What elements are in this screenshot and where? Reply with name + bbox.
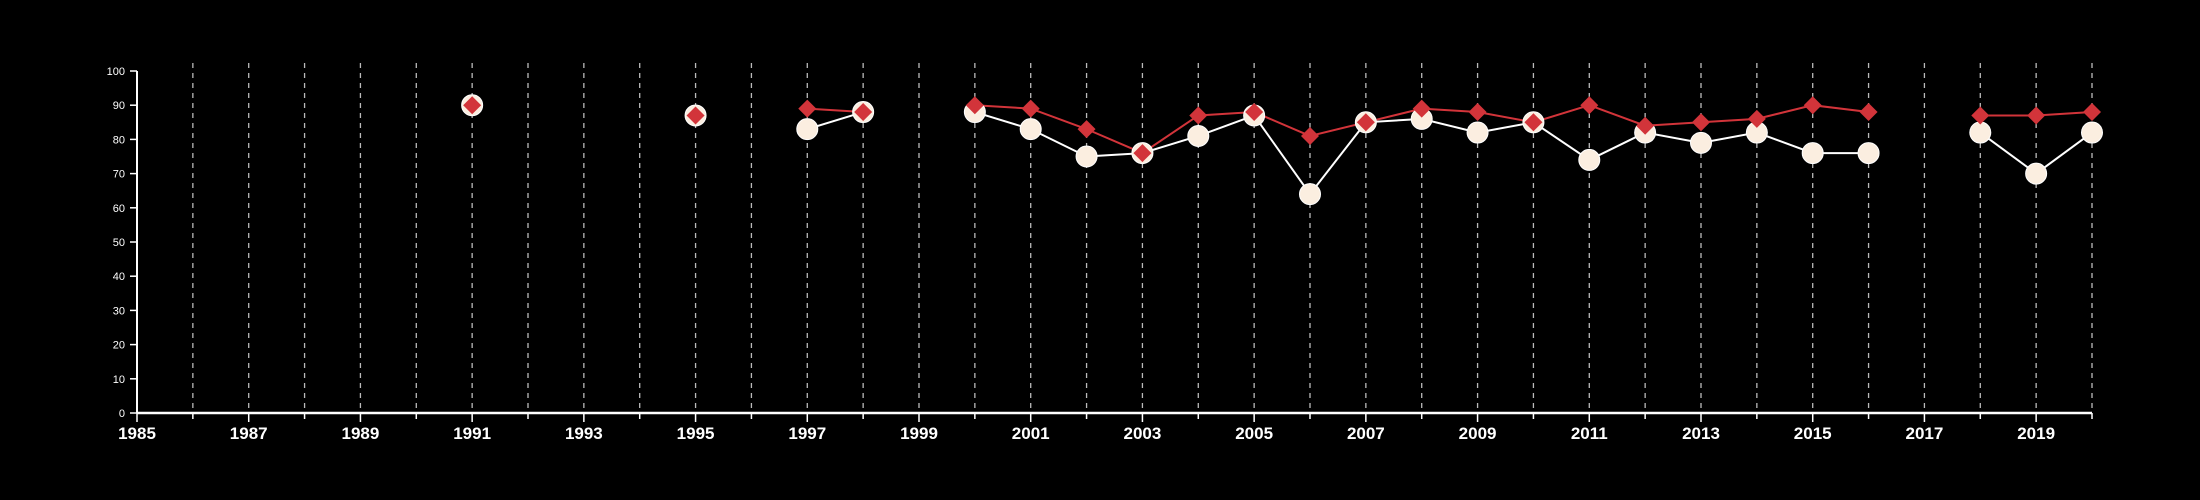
- data-point-diamond: [1803, 96, 1822, 115]
- x-tick-label: 2003: [1124, 424, 1162, 443]
- y-tick-label: 0: [119, 408, 125, 420]
- data-point-diamond: [1747, 109, 1766, 128]
- y-tick-label: 40: [113, 271, 125, 283]
- x-tick-label: 1985: [118, 424, 156, 443]
- x-tick-label: 2001: [1012, 424, 1050, 443]
- data-point-diamond: [463, 96, 482, 115]
- data-point-circle: [796, 118, 819, 141]
- x-tick-label: 1993: [565, 424, 603, 443]
- data-point-diamond: [1468, 103, 1487, 122]
- labels-layer: 0 10 20 30 40 50 60 70 80 90 100 1985 1987 1989 1991 19…: [107, 66, 2055, 443]
- data-point-circle: [1187, 124, 1210, 147]
- x-tick-label: 2007: [1347, 424, 1385, 443]
- data-point-diamond: [1189, 106, 1208, 125]
- data-point-circle: [1019, 118, 1042, 141]
- x-tick-label: 2011: [1571, 424, 1608, 443]
- data-point-circle: [1690, 131, 1712, 154]
- data-point-diamond: [1524, 113, 1543, 132]
- y-tick-label: 50: [113, 237, 125, 249]
- data-point-circle: [1299, 183, 1321, 206]
- data-point-diamond: [686, 106, 705, 125]
- x-tick-label: 1989: [342, 424, 380, 443]
- data-point-diamond: [1077, 120, 1096, 139]
- data-point-diamond: [1412, 99, 1431, 118]
- y-tick-label: 90: [113, 100, 125, 112]
- data-point-diamond: [1692, 113, 1710, 132]
- x-tick-label: 1999: [900, 424, 938, 443]
- y-tick-label: 100: [107, 66, 125, 78]
- data-point-circle: [1578, 148, 1601, 171]
- data-point-circle: [1075, 145, 1098, 168]
- y-tick-label: 30: [113, 305, 125, 317]
- x-tick-label: 1987: [230, 424, 268, 443]
- x-tick-label: 2009: [1459, 424, 1497, 443]
- x-tick-label: 1997: [788, 424, 826, 443]
- x-tick-label: 2019: [2017, 424, 2055, 443]
- data-point-circle: [2025, 162, 2048, 185]
- x-tick-label: 2017: [1906, 424, 1944, 443]
- y-tick-label: 60: [113, 203, 125, 215]
- x-tick-label: 1995: [677, 424, 715, 443]
- data-point-diamond: [1580, 96, 1599, 115]
- data-point-diamond: [798, 99, 817, 118]
- data-point-diamond: [1301, 126, 1319, 145]
- data-point-circle: [1801, 142, 1824, 165]
- data-point-circle: [2081, 121, 2103, 144]
- y-tick-label: 20: [113, 340, 125, 352]
- y-tick-label: 70: [113, 169, 125, 181]
- y-tick-label: 80: [113, 134, 125, 146]
- series-layer: [461, 94, 2103, 206]
- data-point-diamond: [1636, 116, 1655, 135]
- data-point-diamond: [1356, 113, 1375, 132]
- x-tick-label: 2005: [1235, 424, 1273, 443]
- data-point-diamond: [1971, 106, 1990, 125]
- data-point-circle: [1969, 121, 1992, 144]
- data-point-diamond: [854, 103, 873, 122]
- grid-layer: [192, 63, 2093, 413]
- data-point-diamond: [1021, 99, 1040, 118]
- x-tick-label: 1991: [453, 424, 491, 443]
- data-point-circle: [1466, 121, 1489, 144]
- data-point-diamond: [1859, 103, 1878, 122]
- data-point-diamond: [1133, 144, 1152, 163]
- y-tick-label: 10: [113, 374, 125, 386]
- data-point-diamond: [2027, 106, 2046, 125]
- x-tick-label: 2015: [1794, 424, 1832, 443]
- axes-layer: [130, 70, 2093, 422]
- data-point-diamond: [2083, 103, 2101, 122]
- data-point-diamond: [965, 96, 984, 115]
- data-point-circle: [1857, 142, 1880, 165]
- x-tick-label: 2013: [1682, 424, 1720, 443]
- data-point-diamond: [1245, 103, 1264, 122]
